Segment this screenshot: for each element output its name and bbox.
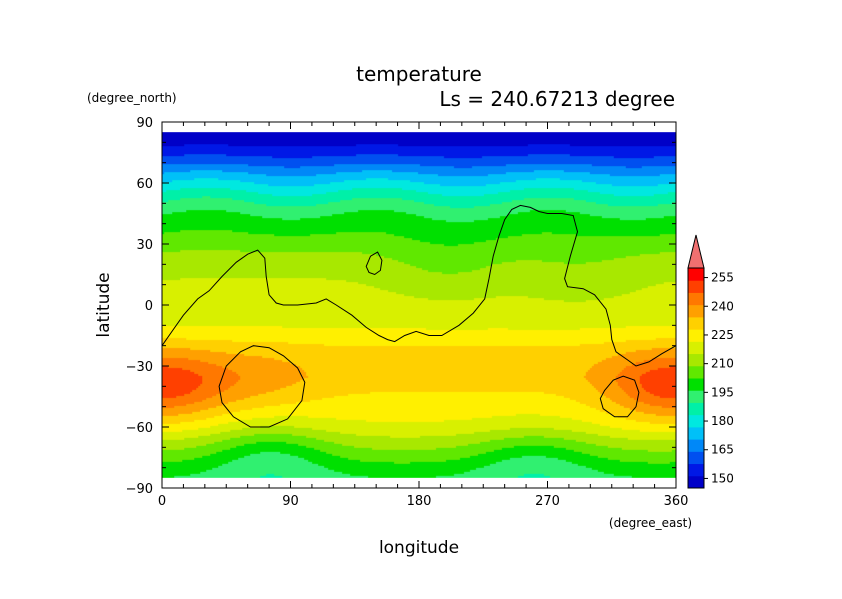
- y-tick-label: −30: [126, 360, 153, 375]
- y-tick-label: 30: [136, 238, 153, 253]
- colorbar-tick-label: 225: [711, 328, 734, 342]
- colorbar-segment: [688, 390, 704, 403]
- y-tick-label: 0: [145, 299, 153, 314]
- x-tick-label: 90: [282, 494, 299, 509]
- x-tick-label: 270: [535, 494, 560, 509]
- colorbar-tick-label: 255: [711, 271, 734, 285]
- colorbar-segment: [688, 475, 704, 489]
- colorbar-segment: [688, 402, 704, 416]
- colorbar-tick-label: 150: [711, 471, 734, 485]
- colorbar-frame: [687, 267, 705, 489]
- colorbar-segment: [688, 304, 704, 318]
- y-tick-label: 60: [136, 177, 153, 192]
- x-units-label: (degree_east): [609, 516, 692, 530]
- colorbar-segment: [688, 316, 704, 330]
- x-axis-label: longitude: [379, 538, 459, 558]
- colorbar-segment: [688, 329, 704, 342]
- colorbar-tick-label: 180: [711, 414, 734, 428]
- colorbar-segment: [688, 292, 704, 306]
- chart-title: temperature: [356, 62, 482, 86]
- colorbar-tick-label: 165: [711, 443, 734, 457]
- temperature-field: [162, 132, 676, 478]
- colorbar-segment: [688, 365, 704, 379]
- colorbar: 150 165 180 195 210 225 240 255: [687, 234, 734, 489]
- y-tick-label: −60: [126, 421, 153, 436]
- x-tick-label: 180: [407, 494, 432, 509]
- colorbar-tick-label: 240: [711, 299, 734, 313]
- colorbar-segment: [688, 280, 704, 293]
- y-units-label: (degree_north): [87, 91, 177, 105]
- colorbar-segment: [688, 341, 704, 355]
- y-axis-label: latitude: [94, 272, 114, 337]
- colorbar-segment: [688, 414, 704, 428]
- colorbar-extend-arrow: [687, 234, 705, 269]
- colorbar-segment: [688, 451, 704, 465]
- colorbar-tick-label: 195: [711, 385, 734, 399]
- basin-contour-2: [599, 375, 640, 418]
- dichotomy-contour: [161, 204, 677, 367]
- colorbar-tick-label: 210: [711, 357, 734, 371]
- colorbar-segment: [688, 268, 704, 281]
- island-contour: [365, 251, 383, 276]
- colorbar-segment: [688, 463, 704, 477]
- basin-contour-1: [218, 345, 306, 428]
- y-tick-label: 90: [136, 116, 153, 131]
- colorbar-segment: [688, 353, 704, 367]
- chart-subtitle: Ls = 240.67213 degree: [439, 87, 675, 111]
- x-tick-label: 0: [158, 494, 166, 509]
- colorbar-segment: [688, 378, 704, 391]
- y-tick-label: −90: [126, 482, 153, 497]
- x-tick-label: 360: [664, 494, 689, 509]
- plot-area: 0 90 180 270 360 90 60 30 0 −30 −60 −90: [126, 116, 689, 509]
- colorbar-segment: [688, 439, 704, 452]
- colorbar-segment: [688, 426, 704, 440]
